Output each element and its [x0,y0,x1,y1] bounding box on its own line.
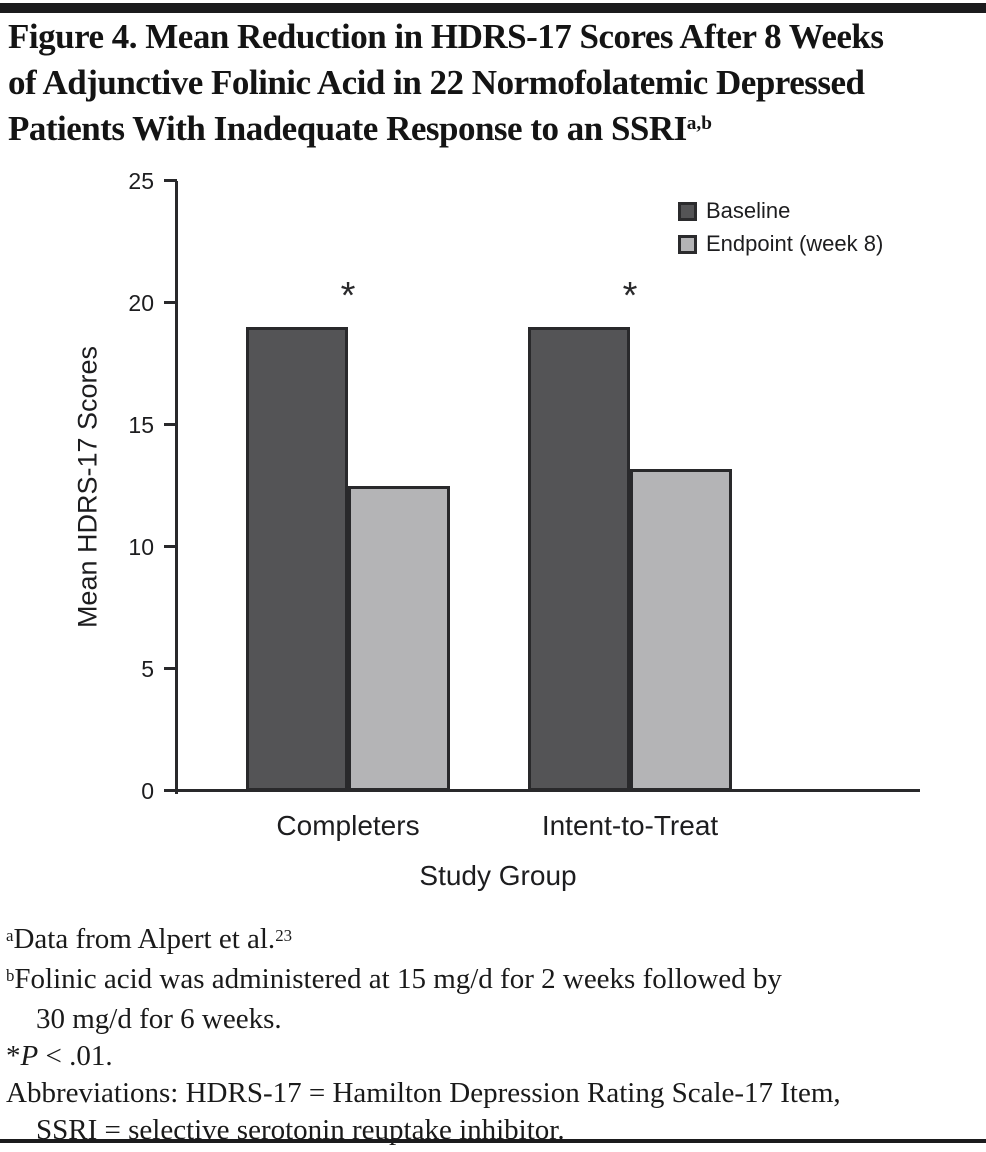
bar-chart: Mean HDRS-17 Scores 0 5 10 15 20 25 * * Comple… [72,168,920,891]
footnote-superscript: b [6,965,15,985]
y-axis-label: Mean HDRS-17 Scores [72,345,103,629]
footnote-text: P [20,1040,39,1072]
category-label: Intent-to-Treat [541,810,719,841]
legend-item: Endpoint (week 8) [678,233,883,255]
footnote-text: Folinic acid was administered at 15 mg/d… [14,963,782,995]
significance-asterisk: * [622,275,638,317]
y-tick-mark [164,301,177,304]
footnote-text: 30 mg/d for 6 weeks. [36,1003,282,1035]
bottom-rule [0,1139,986,1143]
bar-baseline [528,327,630,791]
category-label: Completers [276,810,420,841]
footnote-line: Abbreviations: HDRS-17 = Hamilton Depres… [6,1075,982,1112]
bar-endpoint-week-8 [348,486,450,791]
y-tick-label: 15 [128,412,154,438]
footnote-line: aData from Alpert et al.23 [6,921,982,961]
legend-swatch-icon [678,234,697,254]
y-tick-mark [164,179,177,182]
y-tick-mark [164,423,177,426]
footnote-line: 30 mg/d for 6 weeks. [6,1001,982,1038]
y-tick-label: 0 [141,778,154,804]
title-superscript: a,b [686,113,712,135]
y-tick-label: 20 [128,290,154,316]
y-axis-line [175,181,178,794]
y-tick-mark [164,667,177,670]
figure-title-line: Patients With Inadequate Response to an … [8,109,712,148]
x-axis-label: Study Group [419,860,577,891]
footnote-superscript: a [6,925,14,945]
y-tick-label: 10 [128,534,154,560]
y-tick-label: 25 [128,168,154,194]
bar-endpoint-week-8 [630,469,732,791]
footnote-line: bFolinic acid was administered at 15 mg/… [6,961,982,1001]
legend-label: Endpoint (week 8) [706,231,884,256]
footnote-text: Abbreviations: HDRS-17 = Hamilton Depres… [6,1077,841,1109]
legend-swatch-icon [678,201,697,221]
footnote-text: < .01. [38,1040,113,1072]
legend-item: Baseline [678,200,883,222]
footnote-line: *P < .01. [6,1038,982,1075]
bar-baseline [246,327,348,791]
figure-title-line: Figure 4. Mean Reduction in HDRS-17 Scor… [8,17,884,56]
footnote-text: * [6,1040,21,1072]
y-tick-mark [164,789,177,792]
top-rule [0,3,986,13]
footnote-text: Data from Alpert et al. [13,923,276,955]
legend-label: Baseline [706,198,791,223]
footnotes: aData from Alpert et al.23 bFolinic acid … [6,921,982,1149]
legend: Baseline Endpoint (week 8) [678,200,883,266]
y-tick-mark [164,545,177,548]
footnote-superscript: 23 [275,925,292,945]
y-tick-label: 5 [141,656,154,682]
figure-title-line: of Adjunctive Folinic Acid in 22 Normofo… [8,63,865,102]
figure-title: Figure 4. Mean Reduction in HDRS-17 Scor… [8,14,978,158]
significance-asterisk: * [340,275,356,317]
footnote-line: SSRI = selective serotonin reuptake inhi… [6,1112,982,1149]
